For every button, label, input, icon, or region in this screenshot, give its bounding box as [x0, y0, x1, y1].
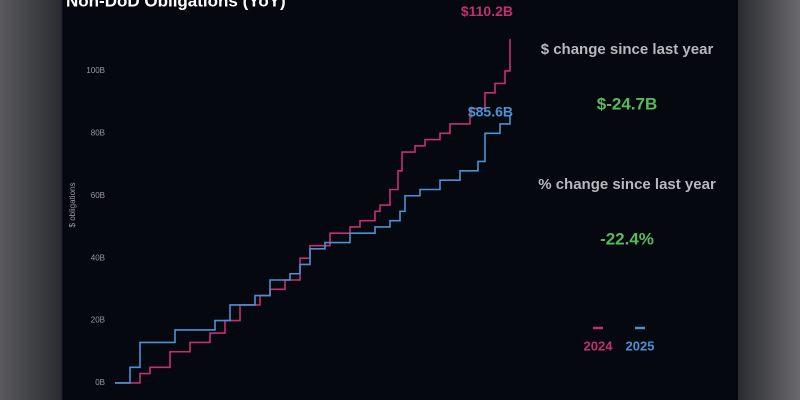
chart-title: Non-DoD Obligations (YoY)	[66, 0, 286, 10]
end-label: $85.6B	[468, 104, 513, 120]
legend-label: 2024	[584, 338, 614, 353]
stat-label: $ change since last year	[541, 41, 714, 58]
y-tick-label: 0B	[95, 378, 105, 387]
legend-label: 2025	[626, 338, 655, 353]
line-series	[115, 39, 511, 384]
y-tick-label: 60B	[91, 191, 105, 200]
stat-value: -22.4%	[600, 229, 654, 248]
y-axis-label: $ obligations	[68, 183, 77, 228]
y-tick-label: 100B	[86, 66, 105, 75]
y-tick-label: 80B	[91, 128, 105, 137]
stat-value: $-24.7B	[597, 94, 657, 113]
line-series	[115, 115, 511, 384]
y-tick-label: 20B	[91, 316, 105, 325]
end-label: $110.2B	[461, 3, 513, 19]
y-tick-label: 40B	[91, 253, 105, 262]
stat-label: % change since last year	[538, 176, 716, 193]
